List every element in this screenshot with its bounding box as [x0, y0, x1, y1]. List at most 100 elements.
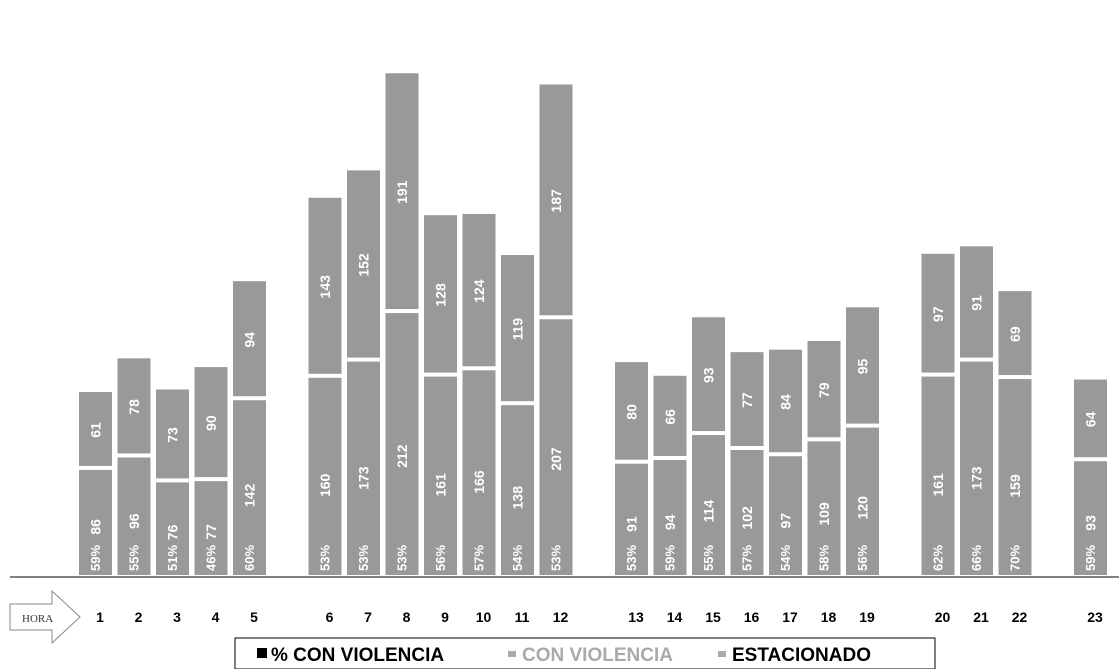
x-tick-label: 9 — [441, 609, 449, 625]
value-label-estacionado: 66 — [662, 409, 678, 425]
bar-con-violencia — [501, 403, 534, 575]
bar-estacionado — [998, 291, 1032, 378]
segment-separator — [921, 372, 955, 377]
segment-separator — [501, 401, 534, 406]
bar-hour-23: 93 64 59% — [1074, 379, 1107, 575]
value-label-con-violencia: 160 — [317, 473, 333, 497]
x-tick-label: 2 — [135, 609, 143, 625]
x-tick-label: 10 — [476, 609, 492, 625]
bar-hour-12: 207 187 53% — [539, 84, 573, 575]
x-tick-label: 23 — [1087, 609, 1103, 625]
legend-item-pct: % CON VIOLENCIA — [257, 645, 444, 666]
bar-hour-18: 109 79 58% — [807, 340, 841, 575]
bar-estacionado — [1074, 379, 1107, 460]
value-label-con-violencia: 159 — [1007, 474, 1023, 498]
bar-estacionado — [194, 367, 228, 480]
legend-swatch-pct — [257, 648, 267, 658]
segment-separator — [539, 315, 573, 320]
value-label-estacionado: 61 — [88, 422, 104, 438]
bar-hour-6: 160 143 53% — [308, 197, 342, 575]
value-label-con-violencia: 173 — [356, 466, 372, 490]
bar-con-violencia — [79, 467, 112, 575]
value-label-pct: 55% — [701, 545, 716, 571]
x-tick-label: 11 — [515, 609, 530, 625]
bar-con-violencia — [308, 375, 342, 575]
value-label-pct: 53% — [318, 545, 333, 571]
segment-separator — [807, 437, 841, 442]
bar-estacionado — [308, 197, 342, 376]
value-label-pct: 58% — [817, 545, 832, 571]
value-label-con-violencia: 142 — [242, 484, 258, 508]
bar-estacionado — [692, 317, 725, 434]
bar-hour-10: 166 124 57% — [462, 213, 496, 575]
bar-estacionado — [539, 84, 573, 318]
value-label-pct: 56% — [855, 545, 870, 571]
value-label-estacionado: 90 — [203, 415, 219, 431]
x-tick-label: 6 — [326, 609, 334, 625]
value-label-con-violencia: 96 — [126, 513, 142, 529]
bar-hour-5: 142 94 60% — [233, 281, 266, 575]
bar-con-violencia — [424, 374, 457, 575]
bar-estacionado — [921, 253, 955, 375]
x-tick-label: 22 — [1012, 609, 1028, 625]
value-label-estacionado: 73 — [165, 427, 181, 443]
value-label-con-violencia: 76 — [165, 524, 181, 540]
x-tick-label: 12 — [553, 609, 569, 625]
x-tick-label: 21 — [973, 609, 989, 625]
value-label-pct: 46% — [204, 545, 219, 571]
bar-estacionado — [846, 307, 879, 426]
bar-hour-22: 159 69 70% — [998, 291, 1032, 575]
value-label-pct: 53% — [549, 545, 564, 571]
value-label-pct: 57% — [740, 545, 755, 571]
legend-label-pct: % CON VIOLENCIA — [271, 645, 444, 666]
x-tick-label: 4 — [212, 609, 220, 625]
value-label-estacionado: 91 — [969, 295, 985, 311]
value-label-con-violencia: 212 — [394, 444, 410, 468]
value-label-con-violencia: 86 — [88, 519, 104, 535]
bar-hour-7: 173 152 53% — [347, 170, 380, 575]
bar-hour-8: 212 191 53% — [385, 73, 419, 575]
legend-item-est: ESTACIONADO — [718, 645, 871, 666]
value-label-estacionado: 191 — [394, 180, 410, 204]
segment-separator — [730, 446, 764, 451]
value-label-estacionado: 69 — [1007, 326, 1023, 342]
value-label-estacionado: 77 — [739, 392, 755, 408]
bar-estacionado — [462, 213, 496, 369]
legend-item-con: CON VIOLENCIA — [508, 645, 673, 666]
value-label-pct: 57% — [472, 545, 487, 571]
segment-separator — [692, 431, 725, 436]
bar-hour-3: 76 73 51% — [156, 389, 189, 575]
bar-hour-17: 97 84 54% — [769, 349, 802, 575]
bar-hour-19: 120 95 56% — [846, 307, 879, 575]
x-tick-label: 18 — [821, 609, 837, 625]
segment-separator — [998, 375, 1032, 380]
bar-con-violencia — [692, 433, 725, 575]
value-label-pct: 56% — [433, 545, 448, 571]
bar-estacionado — [769, 349, 802, 455]
segment-separator — [233, 396, 266, 401]
segment-separator — [347, 357, 380, 362]
value-label-pct: 66% — [969, 545, 984, 571]
legend-label-con: CON VIOLENCIA — [522, 645, 673, 666]
value-label-estacionado: 128 — [433, 283, 449, 307]
bar-con-violencia — [921, 374, 955, 575]
value-label-con-violencia: 166 — [471, 470, 487, 494]
value-label-con-violencia: 138 — [510, 486, 526, 510]
segment-separator — [653, 455, 687, 460]
value-label-pct: 51% — [165, 545, 180, 571]
x-tick-label: 8 — [403, 609, 411, 625]
value-label-con-violencia: 102 — [739, 506, 755, 530]
bar-con-violencia — [807, 439, 841, 575]
value-label-pct: 54% — [778, 545, 793, 571]
value-label-pct: 60% — [242, 545, 257, 571]
bar-con-violencia — [769, 454, 802, 575]
value-label-pct: 55% — [127, 545, 142, 571]
value-label-estacionado: 80 — [624, 404, 640, 420]
bar-estacionado — [615, 362, 648, 462]
segment-separator — [769, 452, 802, 457]
value-label-estacionado: 93 — [701, 367, 717, 383]
hora-label: HORA — [22, 613, 53, 625]
bar-con-violencia — [385, 311, 419, 575]
value-label-con-violencia: 94 — [662, 514, 678, 530]
